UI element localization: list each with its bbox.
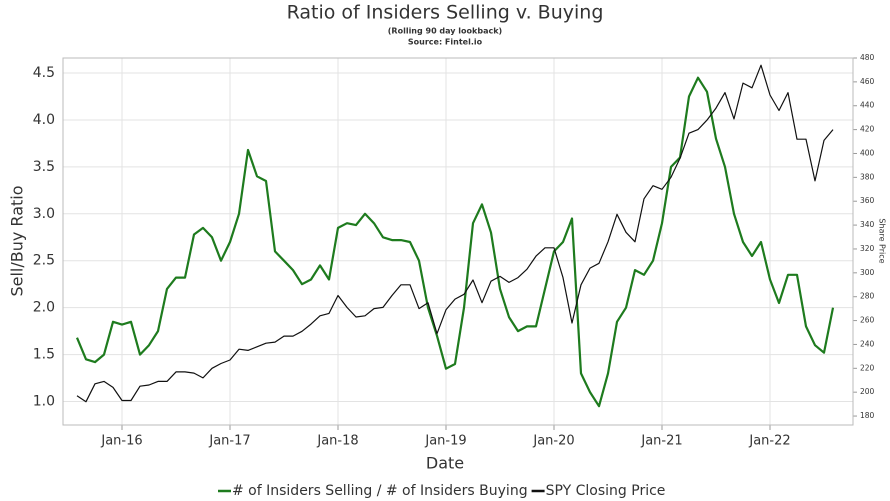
x-tick-label: Jan-17 xyxy=(208,434,250,449)
chart-subtitle: (Rolling 90 day lookback) xyxy=(388,27,502,36)
y-tick-label: 1.5 xyxy=(33,347,55,363)
y-tick-label: 3.0 xyxy=(33,206,55,222)
y-tick-label: 4.5 xyxy=(33,65,55,81)
plot-frame xyxy=(62,57,854,426)
x-axis-label: Date xyxy=(426,454,464,473)
chart-source: Source: Fintel.io xyxy=(408,38,483,47)
y2-tick-label: 360 xyxy=(860,196,875,205)
y2-tick-label: 260 xyxy=(860,316,875,325)
y-tick-label: 2.0 xyxy=(33,300,55,316)
x-tick-label: Jan-22 xyxy=(748,434,790,449)
y-tick-label: 2.5 xyxy=(33,253,55,269)
chart-title: Ratio of Insiders Selling v. Buying xyxy=(287,2,604,24)
x-tick-label: Jan-18 xyxy=(316,434,358,449)
y2-tick-label: 180 xyxy=(860,411,875,420)
series-line xyxy=(76,64,834,403)
y2-tick-label: 320 xyxy=(860,244,875,253)
y2-tick-label: 440 xyxy=(860,101,875,110)
y2-axis-label: Share Price xyxy=(878,218,887,263)
x-tick-label: Jan-20 xyxy=(532,434,574,449)
y-axis-label: Sell/Buy Ratio xyxy=(8,185,27,296)
y2-tick-label: 380 xyxy=(860,172,875,181)
x-tick-label: Jan-19 xyxy=(424,434,466,449)
y2-tick-label: 280 xyxy=(860,292,875,301)
y2-tick-label: 340 xyxy=(860,220,875,229)
legend-label: SPY Closing Price xyxy=(546,483,666,499)
x-tick-label: Jan-16 xyxy=(100,434,142,449)
y-tick-label: 1.0 xyxy=(33,394,55,410)
y2-tick-label: 240 xyxy=(860,339,875,348)
x-tick-label: Jan-21 xyxy=(640,434,682,449)
y2-tick-label: 200 xyxy=(860,387,875,396)
y2-tick-label: 480 xyxy=(860,53,875,62)
y2-tick-label: 460 xyxy=(860,77,875,86)
y2-tick-label: 220 xyxy=(860,363,875,372)
y2-tick-label: 300 xyxy=(860,268,875,277)
y2-tick-label: 420 xyxy=(860,125,875,134)
y2-tick-label: 400 xyxy=(860,148,875,157)
y-tick-label: 4.0 xyxy=(33,112,55,128)
legend-label: # of Insiders Selling / # of Insiders Bu… xyxy=(232,483,528,499)
series-line xyxy=(75,76,835,408)
y-tick-label: 3.5 xyxy=(33,159,55,175)
